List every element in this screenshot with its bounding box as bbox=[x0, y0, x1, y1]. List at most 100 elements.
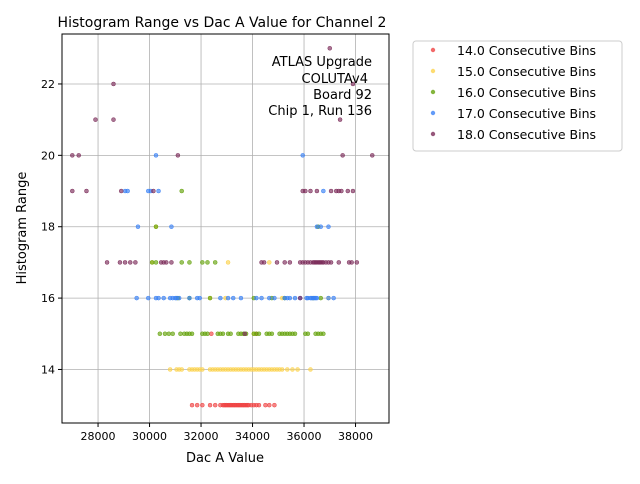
data-point bbox=[272, 295, 277, 301]
data-point bbox=[225, 260, 231, 265]
data-point bbox=[259, 295, 264, 301]
legend-marker bbox=[430, 110, 436, 116]
data-point bbox=[285, 367, 290, 372]
data-point bbox=[292, 331, 298, 337]
data-point bbox=[350, 188, 356, 194]
data-point bbox=[290, 367, 295, 372]
data-point bbox=[300, 153, 305, 158]
data-point bbox=[326, 295, 331, 301]
data-point bbox=[122, 260, 128, 265]
data-point bbox=[314, 224, 320, 229]
x-axis-label: Dac A Value bbox=[186, 451, 264, 466]
series-1 bbox=[189, 331, 277, 408]
data-point bbox=[153, 153, 159, 158]
data-point bbox=[205, 260, 210, 265]
data-point bbox=[93, 117, 98, 122]
data-point bbox=[279, 367, 285, 372]
data-point bbox=[267, 260, 272, 265]
data-point bbox=[328, 260, 334, 265]
data-point bbox=[230, 295, 236, 301]
data-point bbox=[200, 402, 205, 408]
data-point bbox=[314, 295, 320, 301]
data-point bbox=[194, 402, 200, 408]
data-point bbox=[169, 224, 174, 229]
y-tick-label: 18 bbox=[41, 221, 55, 234]
data-point bbox=[134, 295, 139, 301]
data-point bbox=[318, 224, 324, 229]
data-point bbox=[350, 81, 356, 87]
chart-title: Histogram Range vs Dac A Value for Chann… bbox=[58, 15, 387, 31]
data-point bbox=[349, 260, 354, 265]
series-5 bbox=[70, 46, 375, 337]
data-point bbox=[314, 188, 320, 194]
data-point bbox=[354, 260, 360, 265]
data-point bbox=[339, 188, 344, 194]
data-point bbox=[70, 188, 75, 194]
legend-entry: 18.0 Consecutive Bins bbox=[457, 127, 596, 142]
data-point bbox=[261, 260, 267, 265]
data-point bbox=[179, 260, 184, 265]
data-point bbox=[274, 260, 280, 265]
x-tick-label: 32000 bbox=[184, 430, 219, 443]
data-point bbox=[166, 331, 172, 337]
data-point bbox=[318, 295, 324, 301]
data-point bbox=[156, 188, 161, 194]
data-point bbox=[127, 260, 133, 265]
data-point bbox=[104, 260, 110, 265]
legend-entry: 17.0 Consecutive Bins bbox=[457, 106, 596, 121]
legend-entry: 14.0 Consecutive Bins bbox=[457, 43, 596, 58]
legend-frame bbox=[412, 40, 623, 152]
data-point bbox=[303, 188, 308, 194]
data-point bbox=[295, 367, 300, 372]
data-point bbox=[256, 331, 262, 337]
legend-marker bbox=[430, 131, 436, 137]
y-axis-label: Histogram Range bbox=[15, 172, 30, 285]
data-point bbox=[242, 331, 248, 337]
x-tick-label: 30000 bbox=[132, 430, 167, 443]
grid bbox=[62, 34, 389, 423]
y-tick-label: 22 bbox=[41, 78, 55, 91]
data-point bbox=[225, 295, 231, 301]
legend-entry: 15.0 Consecutive Bins bbox=[457, 64, 596, 79]
data-point bbox=[326, 224, 331, 229]
y-tick-label: 20 bbox=[41, 149, 55, 162]
data-point bbox=[149, 260, 155, 265]
data-point bbox=[345, 188, 351, 194]
data-point bbox=[125, 188, 130, 194]
annotation-line: ATLAS Upgrade bbox=[272, 55, 372, 70]
data-point bbox=[189, 402, 195, 408]
data-point bbox=[146, 295, 151, 301]
y-tick-label: 14 bbox=[41, 363, 55, 376]
data-point bbox=[162, 331, 168, 337]
data-point bbox=[167, 367, 173, 372]
data-point bbox=[157, 331, 163, 337]
data-point bbox=[179, 188, 184, 194]
data-point bbox=[263, 402, 268, 408]
data-point bbox=[238, 295, 244, 301]
data-point bbox=[308, 367, 313, 372]
data-point bbox=[209, 331, 214, 337]
data-point bbox=[187, 295, 192, 301]
data-point bbox=[70, 153, 75, 158]
data-point bbox=[153, 224, 159, 229]
data-point bbox=[84, 188, 89, 194]
data-point bbox=[228, 331, 233, 337]
data-point bbox=[176, 295, 182, 301]
data-point bbox=[269, 331, 275, 337]
data-point bbox=[133, 260, 138, 265]
data-point bbox=[292, 295, 298, 301]
data-point bbox=[267, 295, 272, 301]
data-point bbox=[170, 331, 175, 337]
data-point bbox=[135, 224, 141, 229]
data-point bbox=[212, 402, 218, 408]
data-point bbox=[187, 260, 192, 265]
data-point bbox=[282, 260, 287, 265]
data-point bbox=[200, 260, 205, 265]
data-point bbox=[254, 295, 259, 301]
x-tick-label: 28000 bbox=[81, 430, 116, 443]
data-point bbox=[117, 260, 123, 265]
data-point bbox=[207, 402, 213, 408]
data-point bbox=[321, 331, 326, 337]
data-point bbox=[212, 260, 218, 265]
data-point bbox=[178, 331, 183, 337]
